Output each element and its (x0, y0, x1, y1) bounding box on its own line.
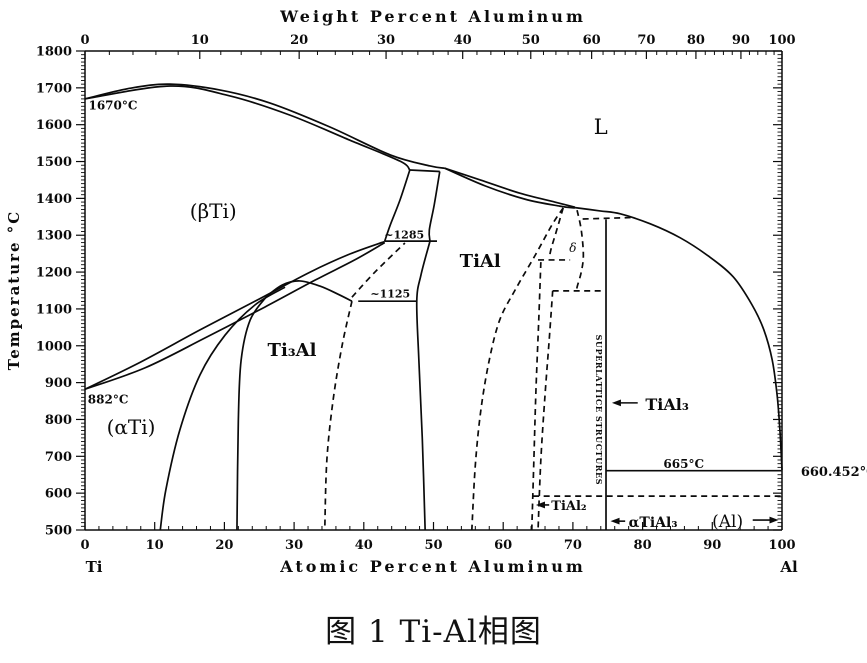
tial3-arrow-head (611, 399, 621, 407)
bottom-tick-label: 30 (285, 538, 303, 553)
curve-peritectic-1480 (409, 169, 440, 173)
left-tick-label: 1000 (36, 339, 72, 354)
curve-delta-left-dashed (548, 207, 564, 259)
curve-alpha2-left-boundary (236, 295, 268, 531)
left-tick-label: 900 (45, 376, 72, 391)
label-phase-ti3al: Ti₃Al (268, 340, 317, 361)
top-tick-label: 80 (687, 33, 705, 48)
left-tick-label: 500 (45, 524, 72, 539)
curve-tial-left-boundary (415, 240, 431, 531)
label-phase-alpha-ti: (αTi) (107, 415, 156, 439)
label-phase-delta: δ (569, 241, 576, 255)
label-phase-al-label: (Al) (712, 512, 743, 532)
bottom-end-label-ti: Ti (86, 558, 103, 576)
curve-solidus-tial-lower (444, 167, 576, 209)
left-tick-label: 1500 (36, 155, 72, 170)
label-phase-tial: TiAl (460, 251, 501, 272)
top-tick-label: 70 (637, 33, 655, 48)
curve-liquidus-right (574, 206, 783, 470)
left-axis-title: Temperature °C (5, 210, 23, 370)
label-al-melting-label: 660.452°C (801, 465, 867, 480)
curve-alpha-alpha2-left (159, 286, 286, 531)
left-tick-label: 1800 (36, 45, 72, 60)
label-phase-tial2-label: TiAl₂ (551, 499, 586, 514)
left-tick-label: 700 (45, 450, 72, 465)
label-eutectic-665-label: 665°C (663, 457, 704, 471)
bottom-tick-label: 80 (634, 538, 652, 553)
curve-tial3-top-dashed (582, 216, 632, 220)
left-tick-label: 1300 (36, 229, 72, 244)
label-phase-beta-ti: (βTi) (190, 199, 237, 223)
left-tick-label: 1400 (36, 192, 72, 207)
curve-delta-right-dashed (575, 209, 585, 291)
left-tick-label: 1100 (36, 302, 72, 317)
top-tick-label: 100 (768, 33, 795, 48)
bottom-tick-label: 10 (146, 538, 164, 553)
curve-liquidus-left (84, 83, 445, 170)
curve-alpha-wedge-right (428, 171, 441, 242)
bottom-tick-label: 60 (494, 538, 512, 553)
top-tick-label: 30 (377, 33, 395, 48)
bottom-tick-label: 20 (215, 538, 233, 553)
bottom-tick-label: 70 (564, 538, 582, 553)
al-arrow-head (769, 516, 779, 524)
label-ti-allotropic-point: 882°C (88, 393, 129, 407)
curve-tial-right-boundary (470, 207, 564, 531)
bottom-axis-title: Atomic Percent Aluminum (279, 557, 586, 576)
curve-ti3al-right-boundary (323, 301, 353, 531)
curve-alpha-wedge-left (383, 169, 411, 242)
top-tick-label: 10 (191, 33, 209, 48)
alpha-tial3-arrow-head (610, 517, 620, 525)
curve-tial2-right-dashed (537, 290, 554, 531)
curve-alpha2-solvus-dashed (351, 242, 406, 298)
bottom-tick-label: 0 (80, 538, 89, 553)
label-iso-1125-label: ~1125 (370, 288, 410, 301)
left-tick-label: 1700 (36, 81, 72, 96)
top-axis-title: Weight Percent Aluminum (279, 7, 586, 26)
label-phase-alpha-tial3-label: αTiAl₃ (629, 515, 678, 531)
bottom-tick-label: 50 (424, 538, 442, 553)
curve-alpha2-dome (266, 280, 353, 302)
label-ti-melting-point: 1670°C (88, 99, 137, 113)
left-tick-label: 600 (45, 487, 72, 502)
label-superlattice-note: SUPERLATTICE STRUCTURES (594, 335, 604, 486)
curve-beta-transus-upper (84, 240, 385, 391)
top-tick-label: 90 (732, 33, 750, 48)
bottom-tick-label: 90 (703, 538, 721, 553)
label-iso-1285-label: ~1285 (384, 229, 424, 242)
left-tick-label: 800 (45, 413, 72, 428)
figure-caption: 图 1 Ti-Al相图 (325, 614, 542, 650)
curve-tial2-left-dashed (530, 262, 542, 531)
top-tick-label: 40 (454, 33, 472, 48)
curve-solidus-left (84, 85, 411, 171)
top-tick-label: 60 (583, 33, 601, 48)
top-tick-label: 50 (522, 33, 540, 48)
left-tick-label: 1200 (36, 266, 72, 281)
label-phase-liquid: L (594, 115, 608, 139)
curve-beta-transus-lower (84, 241, 386, 391)
top-tick-label: 0 (80, 33, 89, 48)
label-phase-tial3-label: TiAl₃ (645, 395, 688, 414)
bottom-end-label-al: Al (779, 558, 798, 576)
curve-liquidus-tial-upper (444, 167, 576, 209)
bottom-tick-label: 100 (768, 538, 795, 553)
bottom-tick-label: 40 (355, 538, 373, 553)
left-tick-label: 1600 (36, 118, 72, 133)
tial2-arrow-head (535, 501, 545, 509)
top-tick-label: 20 (290, 33, 308, 48)
